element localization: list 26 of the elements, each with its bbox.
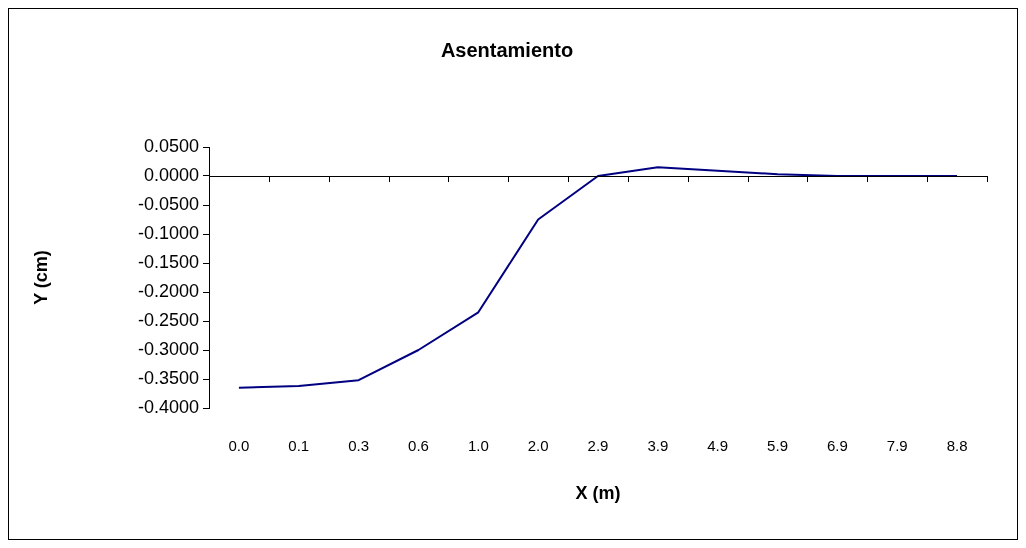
x-tick-label: 8.8	[946, 437, 968, 455]
x-axis-title: X (m)	[575, 483, 621, 504]
x-tick-label: 0.1	[288, 437, 310, 455]
y-tick-label: -0.1000	[137, 222, 199, 243]
y-tick-label: -0.3000	[137, 338, 199, 359]
x-tick-label: 4.9	[707, 437, 729, 455]
x-tick-label: 2.0	[527, 437, 549, 455]
x-tick-label: 1.0	[467, 437, 489, 455]
y-tick-label: 0.0000	[143, 164, 199, 185]
y-tick-label: -0.4000	[137, 396, 199, 417]
chart-title: Asentamiento	[440, 38, 574, 61]
y-tick-label: -0.2500	[137, 309, 199, 330]
y-tick-label: -0.0500	[137, 193, 199, 214]
y-tick-label: -0.2000	[137, 280, 199, 301]
x-tick-label: 5.9	[767, 437, 788, 455]
x-tick-label: 0.3	[348, 437, 370, 455]
x-tick-label: 3.9	[647, 437, 669, 455]
x-tick-label: 0.0	[228, 437, 250, 455]
y-tick-label: -0.3500	[137, 367, 199, 388]
x-tick-label: 2.9	[587, 437, 609, 455]
x-tick-label: 0.6	[408, 437, 429, 455]
y-axis-title: Y (cm)	[30, 250, 51, 305]
x-tick-label: 6.9	[826, 437, 848, 455]
y-tick-label: 0.0500	[143, 135, 199, 156]
x-tick-label: 7.9	[886, 437, 908, 455]
y-tick-label: -0.1500	[137, 251, 199, 272]
